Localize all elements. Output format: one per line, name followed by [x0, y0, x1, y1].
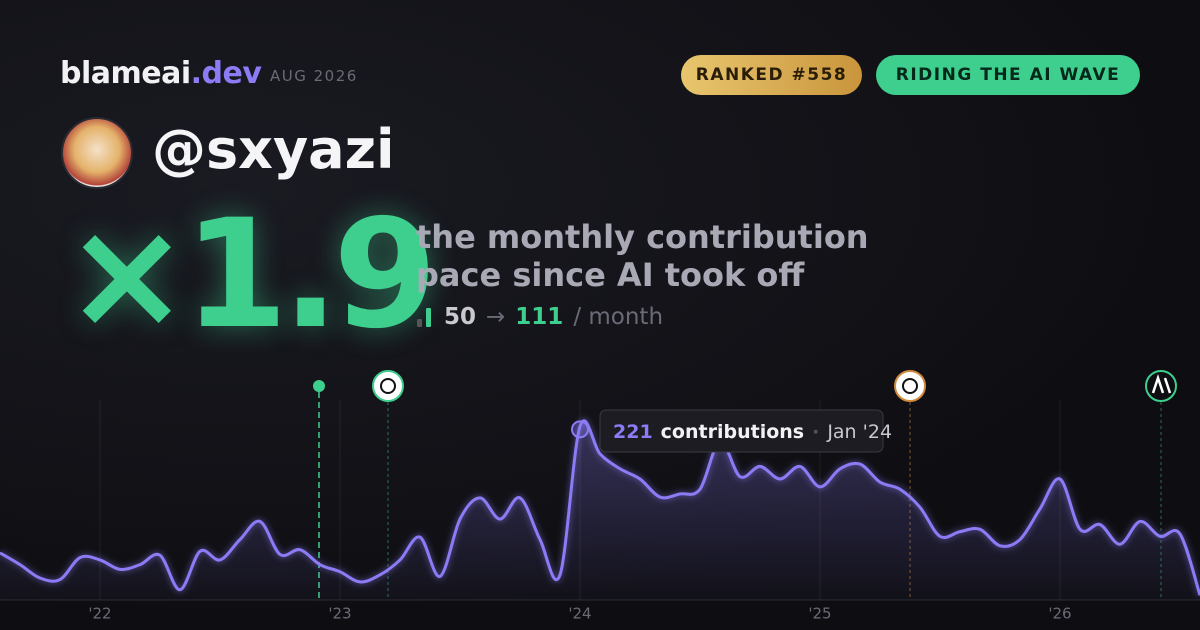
x-tick-label: '24	[568, 605, 591, 623]
pace-after: 111	[515, 304, 564, 330]
date: AUG 2026	[270, 67, 358, 85]
rank-badge: RANKED #558	[681, 55, 862, 95]
brand-tld: .dev	[190, 56, 262, 91]
event-dot	[313, 380, 325, 392]
description-line: the monthly contribution	[416, 218, 869, 256]
tooltip-label: contributions	[661, 421, 804, 443]
brand: blameai.dev	[60, 56, 262, 91]
line	[0, 419, 1200, 596]
event-icon-glyph	[902, 378, 918, 394]
event-icon	[894, 370, 926, 402]
handle: @sxyazi	[152, 118, 395, 181]
x-tick-label: '22	[88, 605, 111, 623]
event-icon-glyph	[380, 378, 396, 394]
highlight-point	[571, 420, 589, 439]
tooltip-box	[599, 409, 884, 453]
pace-before: 50	[444, 304, 477, 330]
tooltip-sep: ·	[812, 421, 819, 443]
event-icon	[372, 370, 404, 402]
pace-unit: / month	[573, 304, 664, 330]
description-line: pace since AI took off	[416, 256, 805, 294]
tooltip: 221 contributions · Jan '24	[599, 409, 892, 453]
event-icon-glyph	[1151, 374, 1172, 394]
pace-arrow: →	[486, 304, 506, 330]
description: the monthly contribution pace since AI t…	[416, 218, 869, 294]
brand-name: blameai	[60, 56, 191, 91]
tooltip-date: Jan '24	[826, 421, 892, 443]
status-badge: RIDING THE AI WAVE	[876, 55, 1140, 95]
avatar	[61, 117, 133, 189]
pace-icon	[417, 308, 431, 327]
tooltip-text: 221 contributions · Jan '24	[613, 421, 892, 443]
x-tick-label: '23	[328, 605, 351, 623]
pace: 50 → 111 / month	[416, 304, 663, 330]
area	[0, 420, 1200, 600]
tooltip-value: 221	[613, 421, 653, 443]
x-tick-label: '26	[1048, 605, 1071, 623]
x-tick-label: '25	[808, 605, 831, 623]
multiplier: ×1.9	[64, 188, 437, 362]
